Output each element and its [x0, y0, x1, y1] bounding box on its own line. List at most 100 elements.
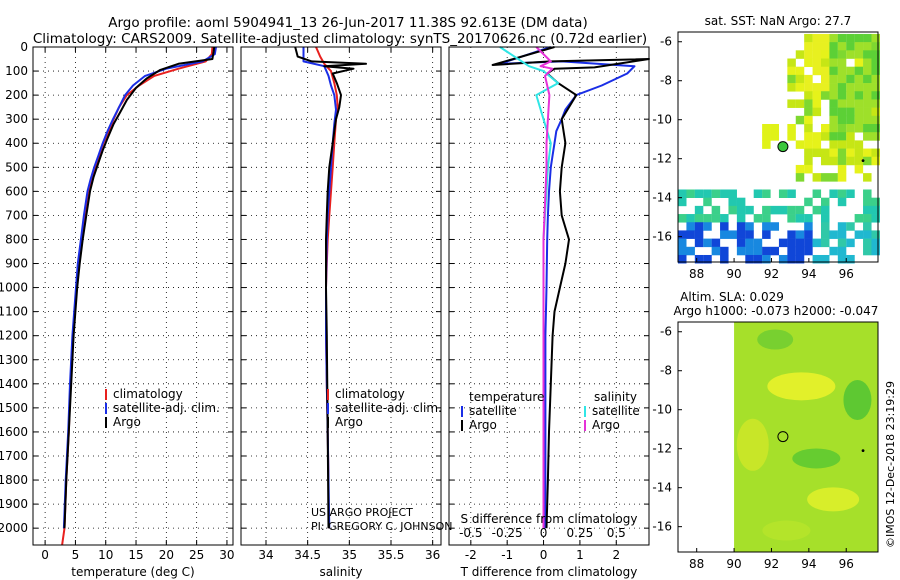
- sst-cell: [795, 238, 805, 248]
- sst-cell: [678, 246, 687, 256]
- sst-cell: [820, 74, 830, 84]
- sst-cell: [829, 156, 838, 166]
- sst-map-panel: 88 90 92 94 96 -6 -8 -10 -12 -14 -16 sat. SST: NaN …: [652, 14, 880, 281]
- y-tick-label: 1400: [0, 377, 28, 391]
- sst-cell: [863, 197, 872, 207]
- sst-cell: [846, 66, 855, 76]
- sst-cell: [837, 132, 847, 141]
- sst-cell: [863, 74, 872, 84]
- sst-cell: [795, 173, 805, 182]
- sst-cell: [795, 115, 805, 125]
- legend-label: Argo: [592, 418, 620, 432]
- sst-cell: [846, 132, 855, 141]
- sst-cell: [854, 58, 864, 68]
- sst-cell: [812, 58, 822, 68]
- y-tick-label: 200: [5, 88, 28, 102]
- sst-cell: [778, 254, 788, 264]
- sst-cell: [703, 254, 712, 264]
- series-line-argo: [294, 46, 367, 529]
- sst-cell: [846, 74, 855, 84]
- sla-mid: [736, 418, 769, 471]
- sst-cell: [837, 42, 847, 51]
- sst-cell: [795, 140, 805, 149]
- sst-cell: [846, 148, 855, 158]
- sst-cell: [753, 254, 763, 264]
- temperature-panel: 0 5 10 15 20 25 30 temperature (deg C) 0 100 200 30…: [0, 40, 235, 579]
- y-tick-label: -16: [652, 520, 672, 534]
- sst-map-title: sat. SST: NaN Argo: 27.7: [705, 14, 852, 28]
- sst-cell: [770, 246, 780, 256]
- sst-cell: [736, 205, 746, 215]
- sst-cell: [812, 189, 822, 198]
- sst-cell: [804, 58, 813, 68]
- sst-cell: [846, 83, 855, 92]
- sst-cell: [829, 50, 838, 59]
- sst-cell: [863, 66, 872, 76]
- sst-cell: [854, 230, 864, 239]
- y-tick-label: -10: [652, 403, 672, 417]
- sst-cell: [854, 99, 864, 108]
- sst-cell: [686, 222, 695, 231]
- x-tick-label: 5: [72, 548, 80, 562]
- y-tick-label: -10: [652, 113, 672, 127]
- sst-cell: [829, 83, 838, 92]
- sst-cell: [837, 91, 847, 100]
- sst-cell: [846, 254, 855, 264]
- sst-cell: [795, 50, 805, 59]
- x-tick-label: 94: [801, 267, 816, 281]
- sst-cell: [846, 238, 855, 248]
- sst-cell: [804, 246, 813, 256]
- sst-cell: [871, 91, 880, 100]
- sst-cell: [762, 189, 771, 198]
- sst-cell: [795, 254, 805, 264]
- x-tick-label: 90: [726, 267, 741, 281]
- sst-cell: [720, 246, 729, 256]
- sst-cell: [846, 124, 855, 133]
- figure-title-line1: Argo profile: aoml 5904941_13 26-Jun-201…: [108, 15, 587, 31]
- sst-cell: [846, 107, 855, 117]
- series-line-t-argo: [491, 46, 650, 529]
- sst-cell: [745, 246, 754, 256]
- sst-cell: [787, 124, 796, 133]
- y-tick-label: 1600: [0, 425, 28, 439]
- sst-cell: [863, 246, 872, 256]
- sst-cell: [863, 222, 872, 231]
- sst-cell: [829, 99, 838, 108]
- sst-cell: [820, 58, 830, 68]
- legend-label: Argo: [469, 418, 497, 432]
- legend-label: satellite: [469, 404, 517, 418]
- sst-cell: [846, 33, 855, 43]
- map-frame: [677, 321, 879, 553]
- sst-cell: [703, 222, 712, 231]
- y-tick-label: 1100: [0, 305, 28, 319]
- sst-cell: [804, 91, 813, 100]
- sst-cell: [863, 50, 872, 59]
- sst-cell: [863, 214, 872, 223]
- sst-cell: [837, 197, 847, 207]
- sst-cell: [678, 230, 687, 239]
- sst-cell: [837, 74, 847, 84]
- y-tick-label: 700: [5, 208, 28, 222]
- sst-cell: [837, 33, 847, 43]
- sst-cell: [820, 214, 830, 223]
- x-tick-label: 88: [689, 557, 704, 571]
- sst-cell: [787, 189, 796, 198]
- sst-cell: [837, 156, 847, 166]
- y-tick-label: 2000: [0, 521, 28, 535]
- y-tick-label: -6: [660, 325, 672, 339]
- series-line-t-satellite: [498, 46, 636, 529]
- x-tick-label: 34.5: [294, 548, 321, 562]
- salinity-panel: 34 34.5 35 35.5 36 salinity climatologysatelli…: [240, 46, 442, 579]
- series-line-climatology: [61, 46, 214, 546]
- sst-cell: [762, 230, 771, 239]
- legend-label: Argo: [335, 415, 363, 429]
- sst-cell: [787, 58, 796, 68]
- sst-cell: [795, 74, 805, 84]
- sst-cell: [812, 238, 822, 248]
- sst-cell: [686, 246, 695, 256]
- sst-cell: [762, 132, 771, 141]
- sst-cell: [820, 254, 830, 264]
- sst-cell: [820, 91, 830, 100]
- sst-cell: [837, 254, 847, 264]
- sst-cell: [770, 124, 780, 133]
